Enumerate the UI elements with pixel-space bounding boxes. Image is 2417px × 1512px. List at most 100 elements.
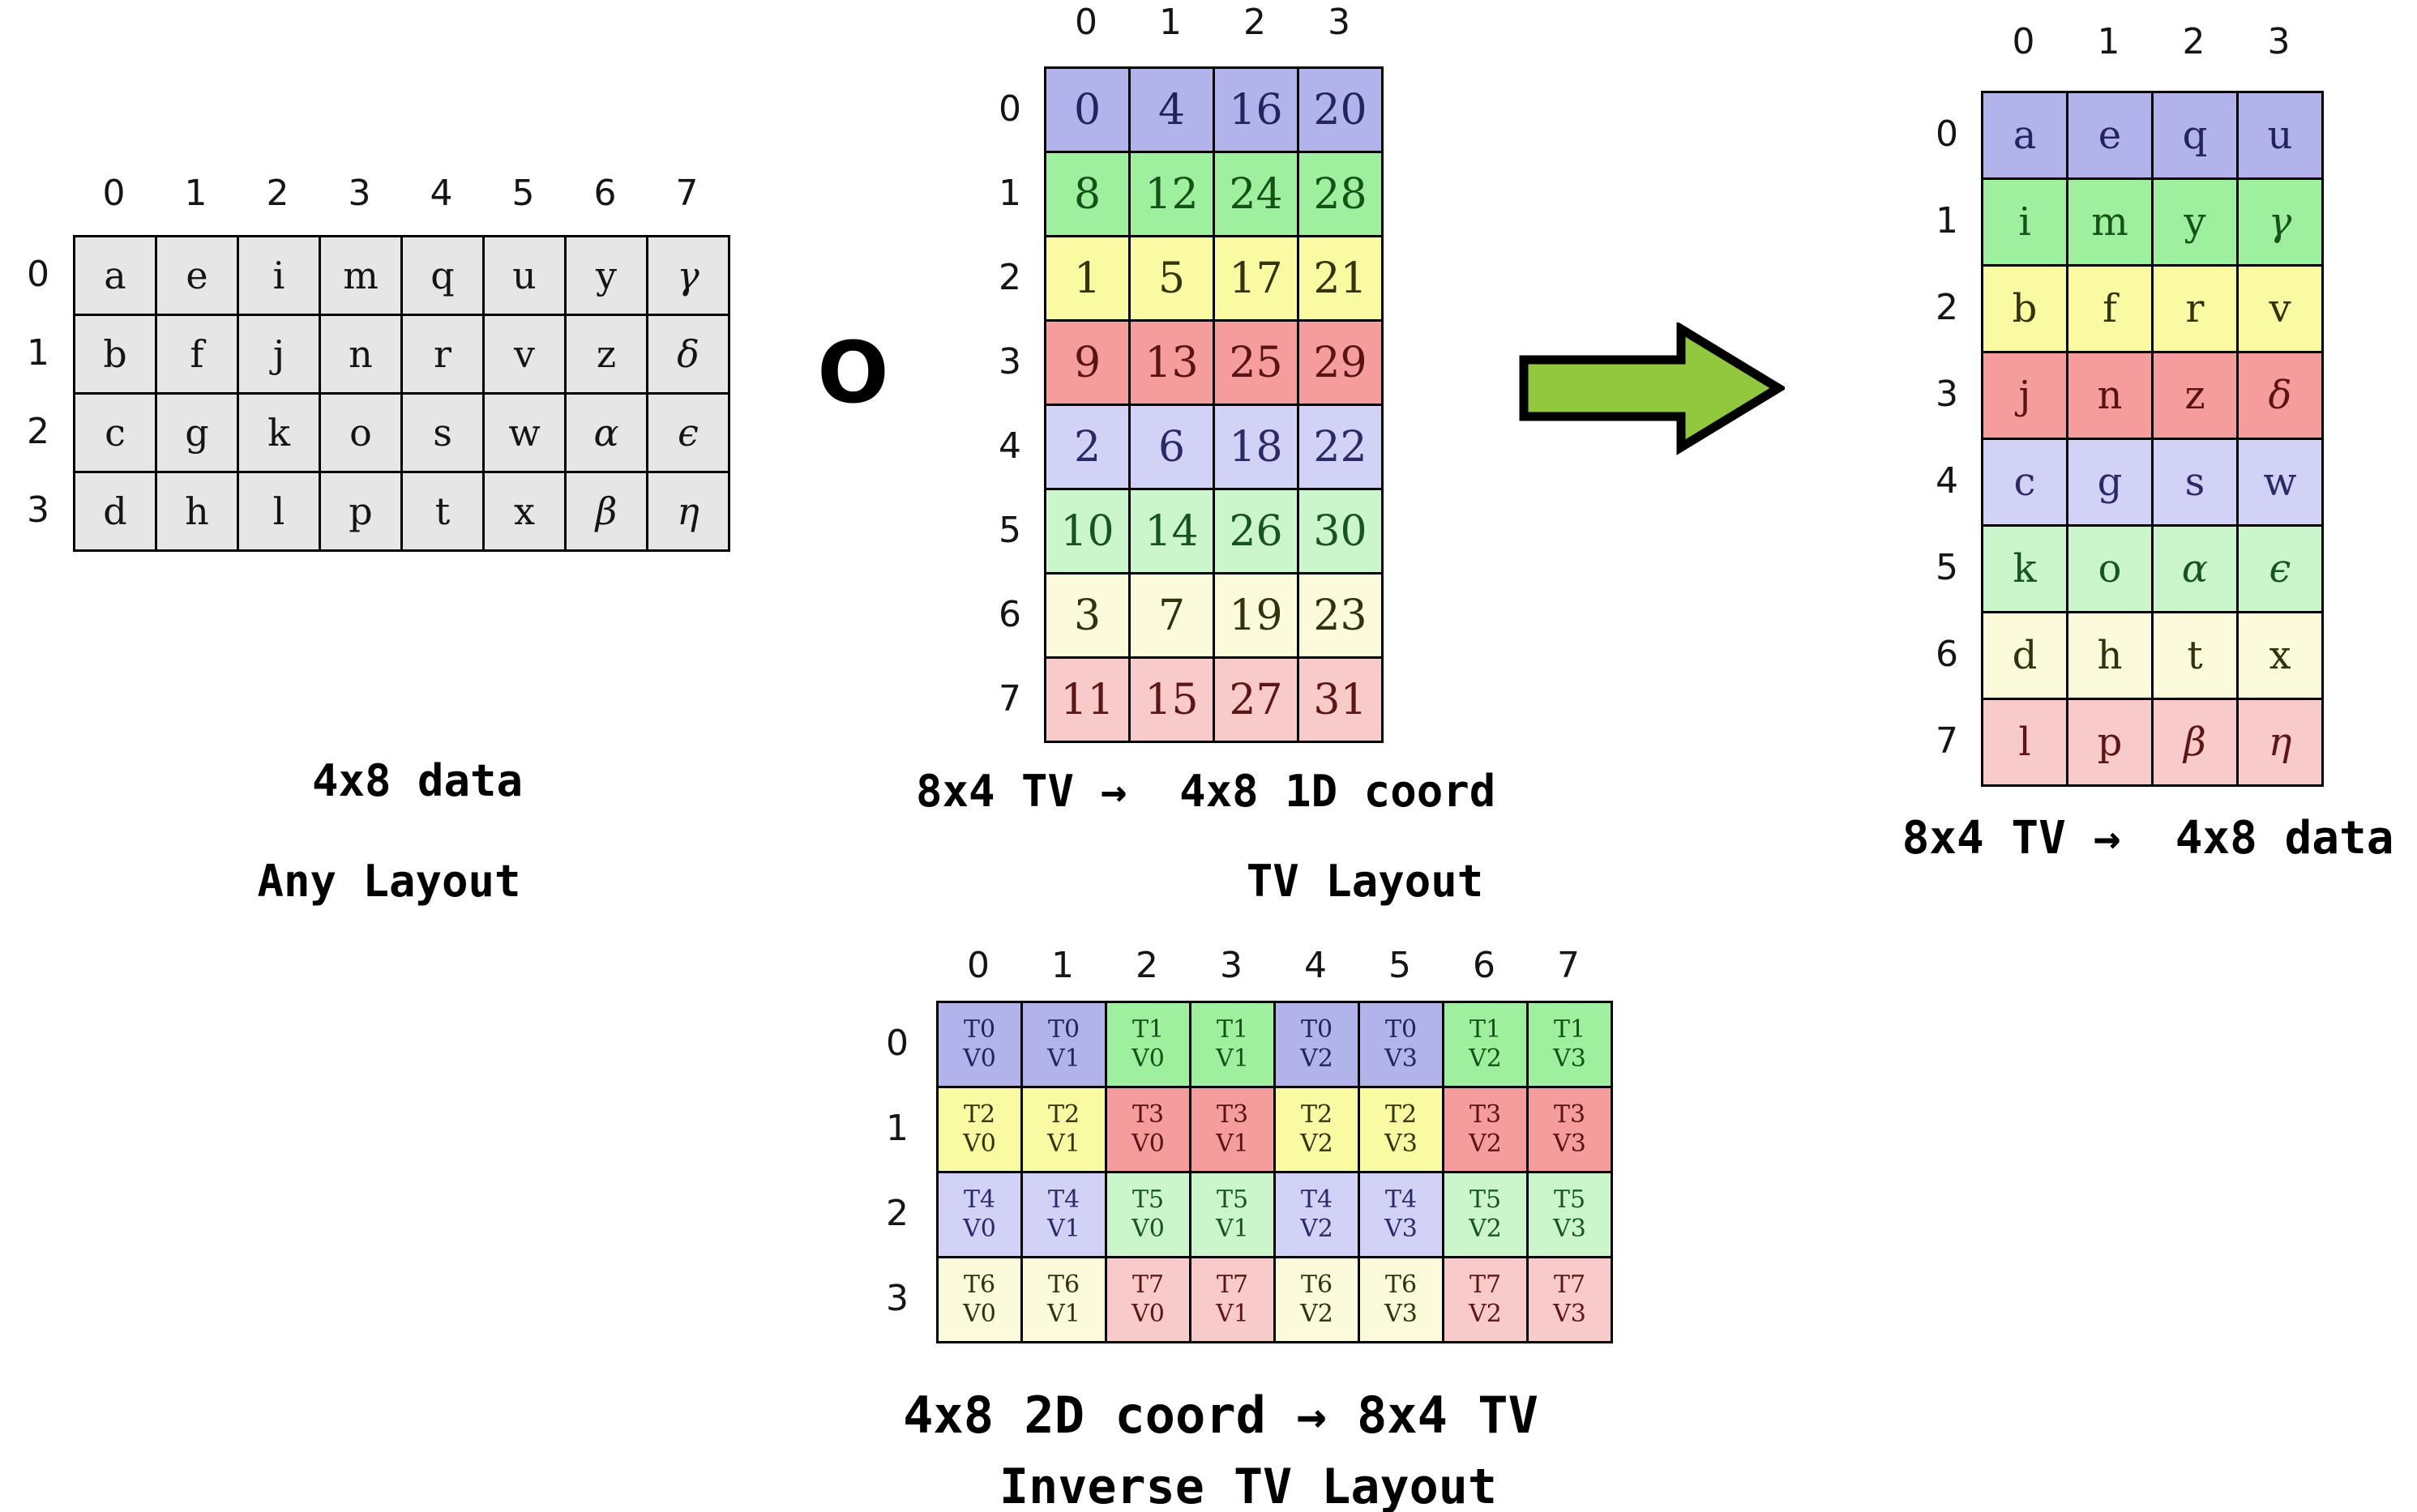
grid-cell: 5 — [1128, 235, 1215, 322]
grid-cell: c — [73, 392, 157, 473]
grid-cell: T5 V2 — [1442, 1171, 1529, 1258]
col-header: 1 — [1159, 2, 1182, 43]
cell-value: 14 — [1144, 506, 1199, 556]
grid-cell: 25 — [1213, 319, 1299, 406]
col-header: 0 — [967, 945, 990, 986]
cell-value: 20 — [1313, 85, 1367, 135]
col-header: 2 — [1243, 2, 1266, 43]
col-header: 3 — [348, 173, 371, 214]
cell-value-id: V3 — [1553, 1044, 1586, 1073]
grid-cell: v — [2236, 264, 2324, 353]
grid-cell: T4 V1 — [1020, 1171, 1107, 1258]
grid-cell: e — [2066, 91, 2154, 180]
cell-value: g — [185, 411, 209, 455]
grid-cell: z — [564, 314, 648, 395]
transform-arrow-icon — [1519, 322, 1785, 455]
cell-value: 1 — [1073, 254, 1102, 303]
cell-value-id: V2 — [1469, 1300, 1502, 1328]
row-header: 5 — [1936, 547, 1958, 588]
row-header: 3 — [27, 489, 49, 531]
grid-cell: v — [482, 314, 567, 395]
cell-value-id: V1 — [1216, 1130, 1249, 1158]
caption-tv-data: 8x4 TV → 4x8 data — [1902, 812, 2394, 865]
cell-value-id: V3 — [1553, 1130, 1586, 1158]
cell-value-id: V0 — [963, 1215, 996, 1243]
cell-value: 9 — [1073, 338, 1102, 387]
cell-value: γ — [677, 254, 699, 297]
cell-value: 4 — [1157, 85, 1186, 135]
grid-cell: 8 — [1044, 151, 1131, 237]
row-header: 6 — [1936, 634, 1958, 675]
cell-value: 17 — [1229, 254, 1283, 303]
grid-cell: u — [2236, 91, 2324, 180]
cell-value-id: V2 — [1469, 1130, 1502, 1158]
cell-thread-id: T0 — [1300, 1015, 1333, 1044]
grid-cell: T4 V0 — [936, 1171, 1023, 1258]
grid-cell: T1 V3 — [1526, 1001, 1613, 1088]
cell-value: β — [595, 489, 618, 533]
grid-cell: T2 V2 — [1273, 1086, 1360, 1173]
table-row: 11 15 27 31 — [1044, 656, 1384, 743]
thread-value-pair: T5 V2 — [1444, 1173, 1526, 1256]
cell-value-id: V0 — [963, 1044, 996, 1073]
cell-value: z — [2184, 373, 2205, 418]
cell-value: e — [186, 254, 208, 297]
cell-value: q — [2182, 113, 2208, 158]
grid-cell: j — [1981, 351, 2068, 440]
thread-value-pair: T1 V3 — [1529, 1003, 1611, 1086]
cell-value: 8 — [1073, 169, 1102, 219]
table-row: 8 12 24 28 — [1044, 151, 1384, 237]
cell-value-id: V1 — [1216, 1215, 1249, 1243]
cell-thread-id: T1 — [1469, 1015, 1502, 1044]
table-row: 0 4 16 20 — [1044, 66, 1384, 153]
grid-cell: a — [1981, 91, 2068, 180]
grid-cell: 30 — [1297, 488, 1384, 574]
col-header: 3 — [2267, 21, 2291, 62]
thread-value-pair: T3 V0 — [1107, 1088, 1189, 1171]
cell-value: 10 — [1060, 506, 1114, 556]
cell-value: 23 — [1313, 591, 1367, 640]
row-header: 1 — [1936, 200, 1958, 241]
grid-cell: m — [319, 235, 403, 316]
cell-thread-id: T1 — [1131, 1015, 1165, 1044]
cell-value-id: V0 — [1131, 1300, 1165, 1328]
cell-value: 0 — [1073, 85, 1102, 135]
grid-cell: T3 V1 — [1189, 1086, 1276, 1173]
cell-value-id: V0 — [963, 1130, 996, 1158]
row-header: 5 — [999, 509, 1021, 551]
grid-cell: T0 V2 — [1273, 1001, 1360, 1088]
cell-thread-id: T3 — [1216, 1100, 1249, 1129]
cell-thread-id: T7 — [1553, 1271, 1586, 1299]
grid-cell: T1 V2 — [1442, 1001, 1529, 1088]
cell-value: z — [596, 332, 617, 376]
cell-value: v — [514, 332, 535, 376]
grid-cell: g — [2066, 438, 2154, 527]
caption-tv-layout-line1: 8x4 TV → 4x8 1D coord — [916, 766, 1496, 817]
cell-thread-id: T0 — [1047, 1015, 1080, 1044]
grid-cell: 15 — [1128, 656, 1215, 743]
grid-cell: e — [155, 235, 239, 316]
cell-value-id: V2 — [1300, 1044, 1333, 1073]
grid-cell: 7 — [1128, 572, 1215, 659]
cell-value-id: V3 — [1553, 1300, 1586, 1328]
table-row: 1 5 17 21 — [1044, 235, 1384, 322]
thread-value-pair: T0 V1 — [1023, 1003, 1105, 1086]
caption-inverse-tv-line2: Inverse TV Layout — [999, 1459, 1498, 1512]
thread-value-pair: T7 V2 — [1444, 1258, 1526, 1341]
thread-value-pair: T1 V0 — [1107, 1003, 1189, 1086]
cell-value: α — [2181, 546, 2209, 592]
grid-cell: n — [319, 314, 403, 395]
cell-value: 13 — [1144, 338, 1199, 387]
cell-value: 6 — [1157, 422, 1186, 472]
cell-value: 22 — [1313, 422, 1367, 472]
grid-cell: r — [2151, 264, 2239, 353]
grid-cell: δ — [646, 314, 730, 395]
cell-thread-id: T5 — [1553, 1185, 1586, 1214]
grid-cell: 3 — [1044, 572, 1131, 659]
thread-value-pair: T2 V0 — [939, 1088, 1020, 1171]
inverse-tv-grid: T0 V0 T0 V1 T1 V0 T1 V1 T0 V2 T0 V3 T1 V2 T1 V3 T2 V0 T2 V1… — [936, 1001, 1613, 1343]
cell-value-id: V3 — [1384, 1130, 1418, 1158]
grid-cell: t — [2151, 611, 2239, 700]
